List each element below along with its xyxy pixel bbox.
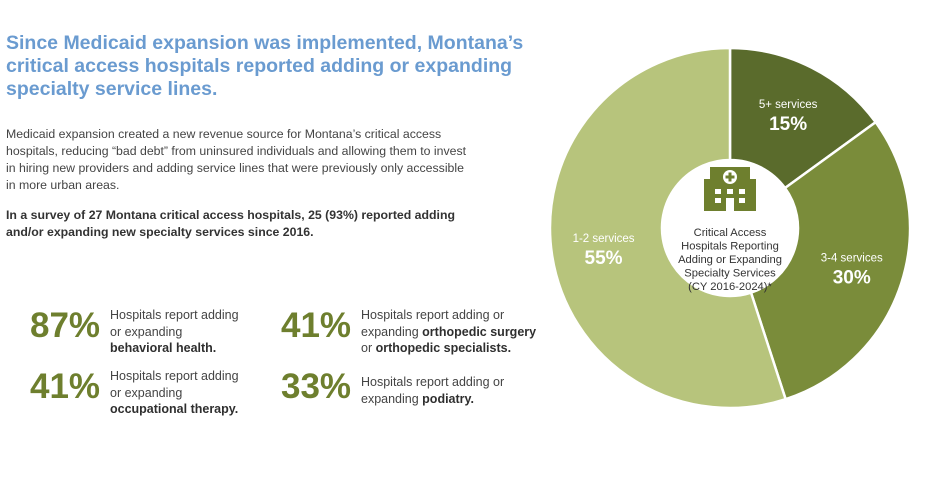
stat-line: or [361, 341, 376, 355]
stat-description: Hospitals report adding or expanding pod… [361, 374, 504, 407]
slice-value-label: 30% [833, 268, 871, 289]
donut-center-title-line: (CY 2016-2024)* [688, 281, 772, 293]
donut-slice-labels: 5+ services 15% 3-4 services 30% 1-2 service… [573, 99, 883, 289]
stat-line: Hospitals report adding [110, 369, 239, 383]
slice-label: 1-2 services [573, 233, 635, 245]
stat-description: Hospitals report adding or expanding ort… [361, 307, 536, 357]
stat-emphasis: occupational therapy. [110, 402, 239, 416]
donut-center-title: Critical Access Hospitals Reporting Adding… [678, 227, 782, 293]
stat-emphasis: orthopedic surgery [422, 324, 537, 339]
donut-center-title-line: Specialty Services [684, 268, 776, 280]
stat-value: 41% [281, 306, 352, 345]
stat-line: or expanding [110, 324, 183, 339]
headline: Since Medicaid expansion was implemented… [6, 32, 524, 100]
donut-chart: 5+ services 15% 3-4 services 30% 1-2 service… [548, 48, 912, 410]
donut-center-title-line: Critical Access [694, 227, 767, 239]
donut-center-title-line: Hospitals Reporting [681, 241, 779, 253]
donut-slices [548, 48, 912, 410]
donut-slice-3-4-services [749, 120, 912, 401]
stat-line: expanding [361, 324, 423, 339]
stat-description: Hospitals report adding or expanding occ… [110, 368, 239, 418]
stat-emphasis: podiatry. [422, 391, 475, 406]
donut-center-title-line: Adding or Expanding [678, 254, 782, 266]
slice-label: 3-4 services [821, 253, 883, 265]
stat-line: or expanding [110, 385, 183, 400]
stat-line: Hospitals report adding or [361, 308, 505, 322]
stat-line: Hospitals report adding [110, 308, 239, 322]
slice-label: 5+ services [759, 99, 818, 111]
stat-emphasis: orthopedic specialists. [375, 341, 512, 355]
stat-value: 41% [30, 367, 101, 406]
survey-paragraph: In a survey of 27 Montana critical acces… [6, 208, 455, 239]
hospital-icon [704, 167, 756, 211]
donut-slice-5-services [728, 48, 878, 190]
intro-paragraph: Medicaid expansion created a new revenue… [6, 127, 467, 192]
donut-slice-1-2-services [548, 48, 788, 410]
slice-value-label: 55% [585, 248, 623, 269]
stat-description: Hospitals report adding or expanding beh… [110, 307, 239, 357]
stat-value: 33% [281, 367, 352, 406]
stat-emphasis: behavioral health. [110, 341, 217, 355]
slice-value-label: 15% [769, 114, 807, 135]
stat-line: Hospitals report adding or [361, 375, 505, 389]
stat-line: expanding [361, 391, 423, 406]
stat-value: 87% [30, 306, 101, 345]
